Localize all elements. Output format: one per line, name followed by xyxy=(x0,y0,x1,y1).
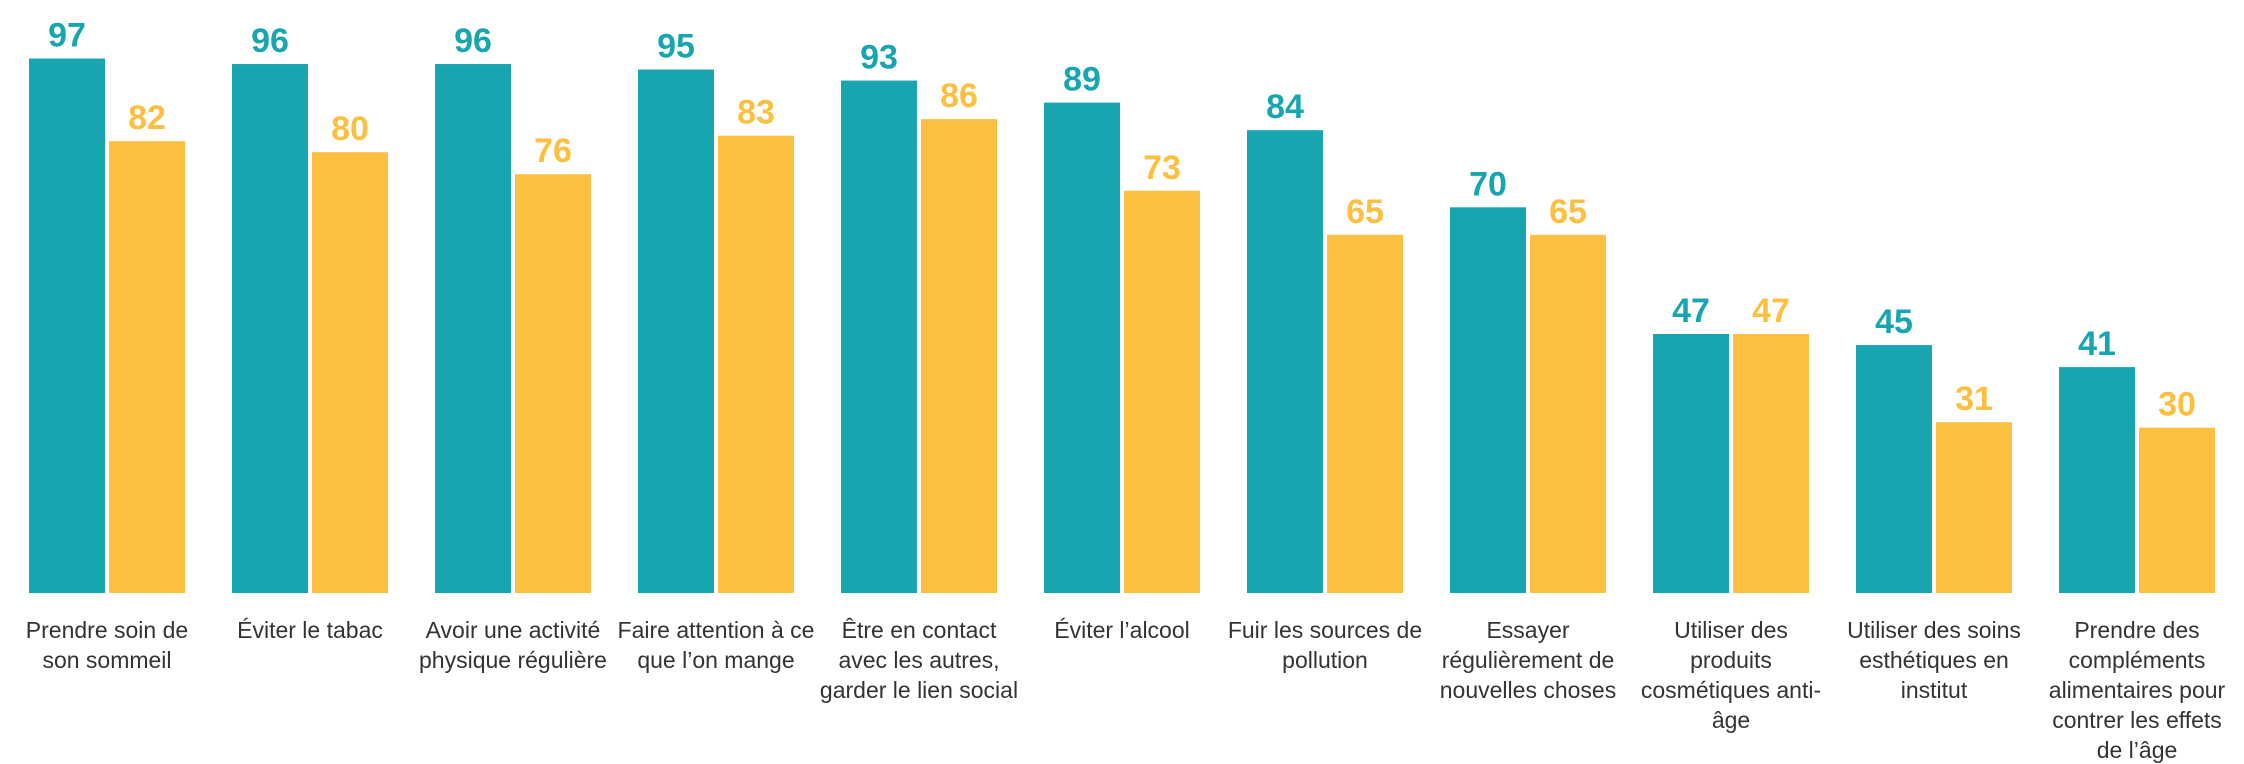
value-label: 70 xyxy=(1469,165,1507,203)
value-label: 47 xyxy=(1672,292,1710,330)
value-label: 30 xyxy=(2158,386,2196,424)
bar xyxy=(921,119,997,593)
x-tick-label: Éviter l’alcool xyxy=(1054,617,1190,643)
bar xyxy=(1530,234,1606,593)
bar xyxy=(2059,367,2135,593)
x-tick-label: Faire attention à ce que l’on mange xyxy=(617,617,815,673)
bar xyxy=(1124,190,1200,593)
bar xyxy=(841,80,917,593)
bar xyxy=(1653,334,1729,593)
value-label: 31 xyxy=(1955,380,1993,418)
value-label: 73 xyxy=(1143,149,1181,187)
value-label: 41 xyxy=(2078,325,2116,363)
x-tick-label: Essayer régulièrement de nouvelles chose… xyxy=(1439,617,1617,703)
x-tick-label: Utiliser des soins esthétiques en instit… xyxy=(1847,617,2021,703)
value-label: 80 xyxy=(331,110,369,148)
x-tick-label: Prendre des compléments alimentaires pou… xyxy=(2048,617,2226,763)
x-tick-label: Prendre soin de son sommeil xyxy=(25,617,189,673)
value-label: 65 xyxy=(1549,193,1587,231)
x-tick-label: Fuir les sources de pollution xyxy=(1227,617,1423,673)
x-tick-label: Avoir une activité physique régulière xyxy=(419,617,607,673)
value-label: 86 xyxy=(940,77,978,115)
bar xyxy=(638,69,714,594)
value-label: 83 xyxy=(737,94,775,132)
value-label: 65 xyxy=(1346,193,1384,231)
x-tick-label: Utiliser des produits cosmétiques anti-â… xyxy=(1640,617,1822,733)
bar xyxy=(1733,334,1809,593)
value-label: 76 xyxy=(534,132,572,170)
value-label: 96 xyxy=(454,22,492,60)
bar xyxy=(29,58,105,593)
value-label: 96 xyxy=(251,22,289,60)
bar xyxy=(1247,130,1323,593)
bar xyxy=(1856,345,1932,593)
bar xyxy=(1044,102,1120,594)
value-label: 89 xyxy=(1063,61,1101,99)
x-tick-label: Être en contact avec les autres, garder … xyxy=(819,617,1019,703)
bar xyxy=(1327,234,1403,593)
value-label: 97 xyxy=(48,17,86,55)
bar xyxy=(109,141,185,593)
bar xyxy=(718,135,794,594)
bar xyxy=(232,64,308,594)
value-label: 93 xyxy=(860,39,898,77)
bar xyxy=(515,174,591,594)
value-label: 82 xyxy=(128,99,166,137)
bar xyxy=(312,152,388,593)
x-tick-label: Éviter le tabac xyxy=(237,617,383,643)
value-label: 84 xyxy=(1266,88,1304,126)
value-label: 47 xyxy=(1752,292,1790,330)
bar xyxy=(1450,207,1526,594)
bar xyxy=(2139,427,2215,593)
bar xyxy=(1936,422,2012,593)
value-label: 45 xyxy=(1875,303,1913,341)
bar xyxy=(435,64,511,594)
value-label: 95 xyxy=(657,28,695,66)
